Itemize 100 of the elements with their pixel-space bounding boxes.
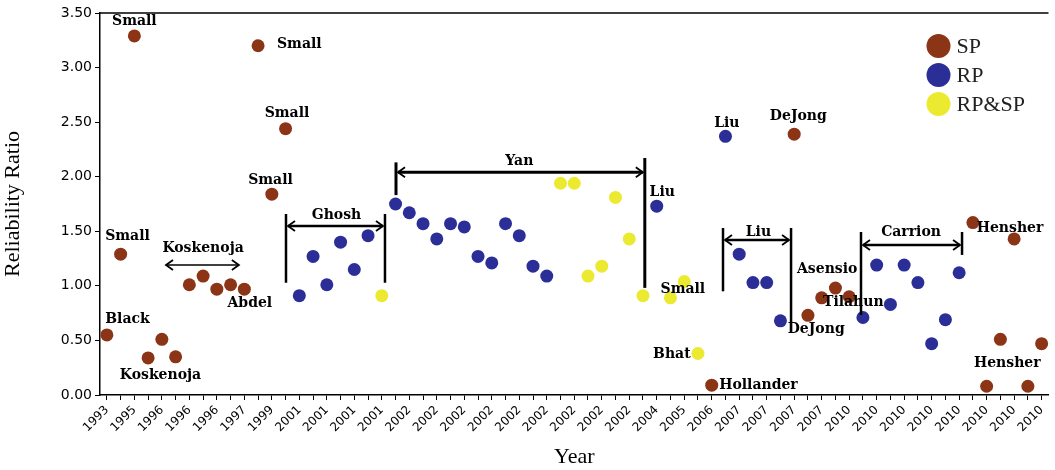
point	[554, 176, 567, 190]
point	[938, 313, 952, 327]
point	[224, 278, 238, 292]
annotation: DeJong	[769, 107, 828, 124]
point	[127, 29, 141, 43]
point	[567, 176, 581, 190]
annotation: Black	[105, 310, 151, 327]
point	[581, 269, 595, 283]
point	[182, 278, 196, 292]
y-tick-label: 1.00	[60, 276, 92, 293]
point	[705, 378, 719, 392]
annotation: Liu	[649, 182, 675, 199]
point	[952, 266, 966, 280]
annotation: Asensio	[796, 260, 858, 277]
x-axis-title: Year	[553, 442, 596, 468]
point	[251, 39, 265, 53]
point	[993, 332, 1007, 346]
point	[512, 229, 526, 243]
point	[347, 262, 361, 276]
point	[430, 232, 444, 246]
point	[526, 259, 540, 273]
point	[911, 276, 925, 290]
point	[292, 289, 306, 303]
point	[622, 232, 636, 246]
annotation: Abdel	[226, 293, 273, 310]
y-tick-label: 2.50	[60, 112, 92, 129]
point	[279, 122, 293, 136]
point	[485, 256, 499, 270]
point	[925, 337, 939, 351]
point	[210, 282, 224, 296]
legend-label: SP	[956, 32, 981, 58]
annotation: Small	[277, 35, 322, 52]
point	[636, 289, 650, 303]
annotation: Hensher	[976, 218, 1044, 235]
point	[870, 258, 884, 272]
point	[100, 328, 114, 342]
point	[114, 247, 128, 261]
point	[718, 129, 732, 143]
point	[828, 281, 842, 295]
point	[471, 249, 485, 263]
point	[306, 249, 320, 263]
point	[980, 379, 994, 393]
point	[746, 276, 760, 290]
point	[416, 217, 430, 231]
point	[856, 311, 870, 325]
annotation: Yan	[504, 152, 534, 169]
point	[608, 190, 622, 204]
annotation: Small	[248, 170, 293, 187]
legend-label: RP&SP	[956, 90, 1025, 116]
point	[389, 197, 403, 211]
annotation: Carrion	[881, 223, 941, 240]
annotation: Koskenoja	[119, 365, 202, 382]
point	[801, 308, 815, 322]
annotation: Ghosh	[311, 205, 362, 222]
point	[787, 127, 801, 141]
y-axis-title: Reliability Ratio	[0, 130, 24, 278]
point	[155, 332, 169, 346]
y-tick-label: 3.00	[60, 58, 92, 75]
point	[375, 289, 389, 303]
y-tick-label: 3.50	[60, 3, 92, 20]
point	[691, 347, 705, 361]
y-tick-label: 2.00	[60, 167, 92, 184]
point	[1021, 379, 1035, 393]
point	[444, 217, 458, 231]
annotation: Liu	[714, 113, 740, 130]
y-tick-label: 1.50	[60, 221, 92, 238]
annotation: Small	[264, 104, 310, 121]
point	[141, 351, 155, 365]
point	[883, 297, 897, 311]
point	[196, 269, 210, 283]
annotation: Small	[660, 279, 706, 296]
point	[773, 314, 787, 328]
point	[760, 276, 774, 290]
y-tick-label: 0.50	[60, 331, 92, 348]
point	[499, 217, 513, 231]
annotation: Small	[105, 227, 150, 244]
point	[320, 278, 334, 292]
point	[540, 269, 554, 283]
annotation: Hollander	[719, 375, 799, 392]
annotation: Small	[112, 12, 157, 29]
point	[361, 229, 375, 243]
annotation: Hensher	[973, 353, 1042, 370]
point	[1035, 337, 1049, 351]
point	[402, 206, 416, 220]
point	[334, 235, 348, 249]
legend-label: RP	[956, 61, 984, 87]
annotation: Koskenoja	[162, 239, 244, 256]
annotation: DeJong	[787, 320, 845, 337]
point	[732, 247, 746, 261]
point	[169, 350, 183, 364]
point	[650, 199, 664, 213]
annotation: Liu	[745, 223, 772, 240]
point	[1007, 232, 1021, 246]
point	[897, 258, 911, 272]
point	[265, 187, 279, 201]
point	[595, 259, 609, 273]
point	[457, 220, 471, 234]
annotation: Bhat	[653, 345, 692, 362]
point	[237, 282, 251, 296]
y-tick-label: 0.00	[60, 385, 92, 402]
